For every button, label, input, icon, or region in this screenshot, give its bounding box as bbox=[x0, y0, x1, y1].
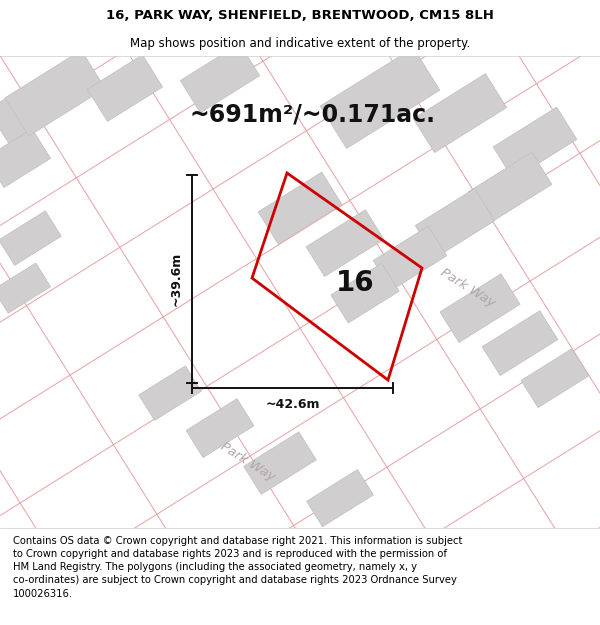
Polygon shape bbox=[244, 432, 316, 494]
Text: ~39.6m: ~39.6m bbox=[170, 252, 182, 306]
Polygon shape bbox=[482, 311, 558, 376]
Text: Park Way: Park Way bbox=[439, 266, 497, 310]
Polygon shape bbox=[139, 366, 201, 421]
Polygon shape bbox=[0, 72, 68, 144]
Polygon shape bbox=[373, 226, 447, 290]
Polygon shape bbox=[413, 74, 506, 152]
Text: Park Way: Park Way bbox=[218, 440, 278, 484]
Polygon shape bbox=[468, 152, 552, 224]
Polygon shape bbox=[320, 48, 440, 149]
Polygon shape bbox=[0, 263, 50, 313]
Polygon shape bbox=[186, 399, 254, 458]
Polygon shape bbox=[258, 172, 342, 244]
Polygon shape bbox=[307, 469, 373, 527]
Text: ~42.6m: ~42.6m bbox=[265, 398, 320, 411]
Polygon shape bbox=[88, 55, 163, 121]
Text: 16, PARK WAY, SHENFIELD, BRENTWOOD, CM15 8LH: 16, PARK WAY, SHENFIELD, BRENTWOOD, CM15… bbox=[106, 9, 494, 22]
Polygon shape bbox=[521, 349, 589, 408]
Text: Contains OS data © Crown copyright and database right 2021. This information is : Contains OS data © Crown copyright and d… bbox=[13, 536, 463, 599]
Polygon shape bbox=[415, 189, 495, 258]
Polygon shape bbox=[180, 44, 260, 112]
Polygon shape bbox=[0, 129, 50, 188]
Text: ~691m²/~0.171ac.: ~691m²/~0.171ac. bbox=[190, 103, 436, 127]
Polygon shape bbox=[306, 210, 384, 276]
Polygon shape bbox=[331, 263, 399, 323]
Polygon shape bbox=[0, 211, 61, 266]
Polygon shape bbox=[440, 274, 520, 342]
Polygon shape bbox=[493, 107, 577, 179]
Polygon shape bbox=[5, 50, 105, 136]
Text: Map shows position and indicative extent of the property.: Map shows position and indicative extent… bbox=[130, 38, 470, 51]
Text: 16: 16 bbox=[336, 269, 374, 297]
